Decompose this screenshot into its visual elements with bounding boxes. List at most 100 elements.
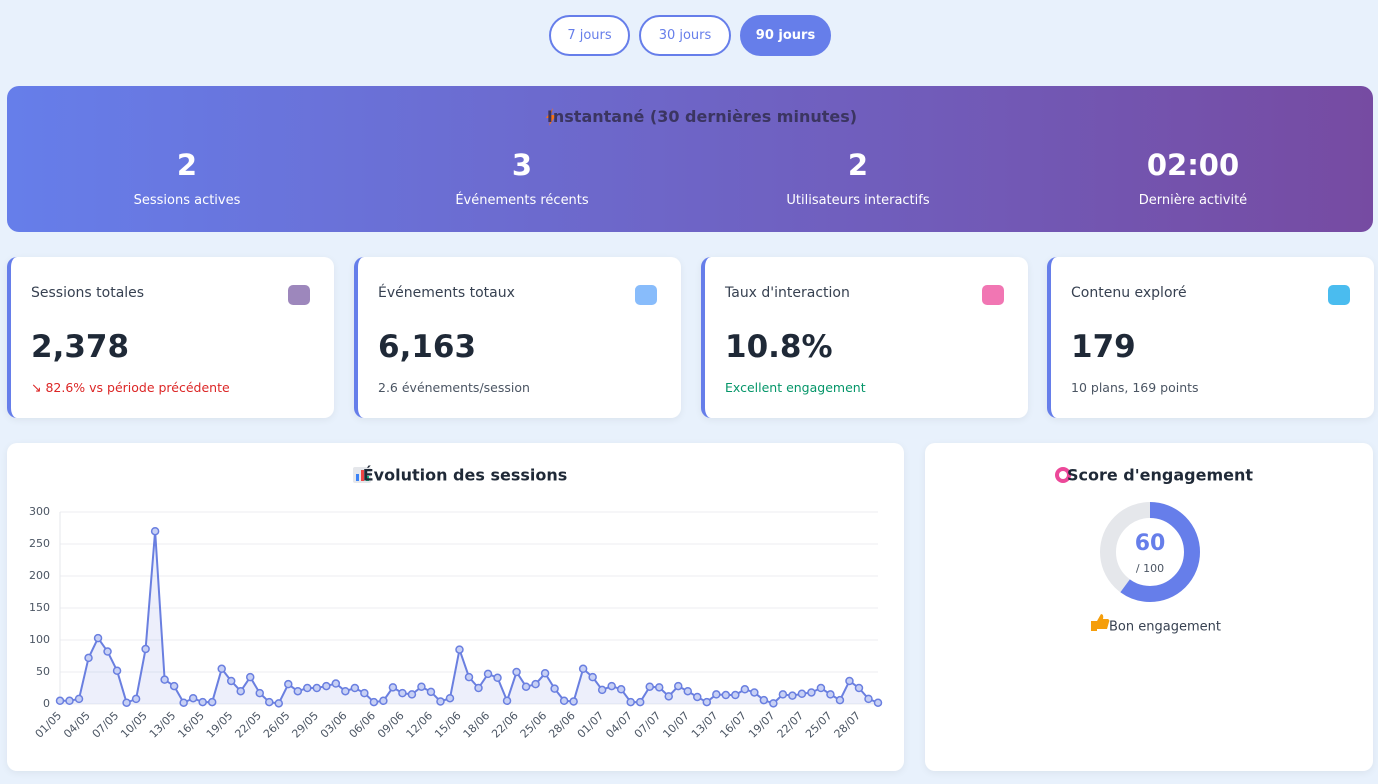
point bbox=[721, 690, 731, 700]
realtime-label: Sessions actives bbox=[133, 193, 241, 208]
filter-button[interactable]: 7 jours bbox=[549, 15, 630, 56]
point bbox=[417, 682, 426, 691]
y-tick-label: 150 bbox=[29, 601, 50, 614]
stat-icon bbox=[1328, 285, 1350, 305]
point bbox=[645, 682, 654, 691]
point bbox=[131, 694, 141, 704]
point bbox=[312, 683, 322, 693]
point bbox=[807, 688, 816, 697]
point bbox=[369, 697, 379, 707]
point bbox=[55, 696, 65, 706]
stat-value: 10.8% bbox=[725, 329, 833, 365]
point bbox=[236, 686, 245, 696]
chart-title: Évolution des sessions bbox=[363, 466, 568, 485]
point bbox=[407, 690, 417, 699]
point bbox=[293, 686, 303, 696]
point bbox=[664, 692, 673, 701]
x-tick-label: 19/07 bbox=[746, 709, 778, 741]
point bbox=[588, 672, 597, 682]
filter-button[interactable]: 90 jours bbox=[740, 15, 831, 56]
point bbox=[683, 686, 693, 696]
point bbox=[150, 526, 160, 536]
x-tick-label: 16/05 bbox=[175, 709, 207, 741]
point bbox=[464, 672, 474, 682]
stat-card: Sessions totales 2,378 ↘ 82.6% vs période … bbox=[7, 257, 334, 418]
point bbox=[597, 685, 607, 695]
point bbox=[654, 683, 664, 692]
point bbox=[445, 693, 455, 703]
x-tick-label: 01/07 bbox=[575, 709, 607, 741]
realtime-label: Utilisateurs interactifs bbox=[786, 193, 930, 208]
score-max: / 100 bbox=[1136, 562, 1164, 575]
x-tick-label: 18/06 bbox=[461, 709, 493, 741]
x-tick-label: 07/07 bbox=[632, 709, 664, 741]
x-tick-label: 12/06 bbox=[404, 709, 436, 741]
target-icon bbox=[1059, 471, 1067, 479]
point bbox=[845, 676, 854, 686]
x-tick-label: 04/05 bbox=[61, 709, 93, 741]
point bbox=[303, 683, 312, 693]
stat-subtext: 10 plans, 169 points bbox=[1071, 380, 1199, 395]
x-tick-label: 01/05 bbox=[33, 709, 65, 741]
point bbox=[702, 697, 712, 707]
point bbox=[826, 690, 835, 699]
point bbox=[674, 681, 683, 691]
point bbox=[426, 687, 436, 697]
x-tick-label: 06/06 bbox=[347, 709, 379, 741]
point bbox=[797, 689, 807, 699]
x-tick-label: 10/05 bbox=[118, 709, 150, 741]
point bbox=[816, 683, 826, 693]
y-tick-label: 50 bbox=[36, 665, 50, 678]
point bbox=[350, 683, 360, 693]
point bbox=[103, 647, 112, 656]
realtime-title: Instantané (30 dernières minutes) bbox=[546, 107, 858, 126]
realtime-label: Dernière activité bbox=[1138, 193, 1248, 208]
stat-label: Événements totaux bbox=[378, 285, 515, 301]
point bbox=[169, 681, 179, 691]
point bbox=[712, 690, 721, 699]
x-tick-label: 22/05 bbox=[232, 709, 264, 741]
point bbox=[635, 697, 645, 707]
point bbox=[207, 697, 217, 707]
point bbox=[455, 645, 464, 654]
point bbox=[616, 685, 626, 694]
x-tick-label: 29/05 bbox=[289, 709, 321, 741]
filter-button[interactable]: 30 jours bbox=[639, 15, 731, 56]
stat-card: Taux d'interaction 10.8% Excellent engagem… bbox=[701, 257, 1028, 418]
stat-value: 2,378 bbox=[31, 329, 130, 365]
stat-icon bbox=[288, 285, 310, 305]
point bbox=[255, 688, 264, 698]
point bbox=[198, 697, 207, 707]
bolt-icon bbox=[546, 108, 556, 126]
realtime-value: 02:00 bbox=[1146, 148, 1240, 182]
point bbox=[521, 682, 531, 691]
y-tick-label: 100 bbox=[29, 633, 50, 646]
point bbox=[360, 688, 369, 698]
x-tick-label: 09/06 bbox=[375, 709, 407, 741]
x-tick-label: 13/05 bbox=[147, 709, 179, 741]
point bbox=[436, 697, 445, 706]
x-tick-label: 04/07 bbox=[603, 709, 635, 741]
stat-label: Contenu exploré bbox=[1071, 285, 1187, 301]
point bbox=[284, 679, 293, 689]
point bbox=[531, 679, 540, 689]
point bbox=[112, 666, 122, 675]
engagement-title: Score d'engagement bbox=[1067, 466, 1253, 485]
point bbox=[379, 696, 388, 706]
point bbox=[474, 683, 483, 693]
x-tick-label: 25/07 bbox=[803, 709, 835, 741]
y-tick-label: 200 bbox=[29, 569, 50, 582]
x-tick-label: 19/05 bbox=[204, 709, 236, 741]
stat-value: 179 bbox=[1071, 329, 1136, 365]
point bbox=[388, 683, 398, 692]
x-tick-label: 22/07 bbox=[775, 709, 807, 741]
point bbox=[179, 698, 188, 707]
stat-icon bbox=[635, 285, 657, 305]
point bbox=[607, 681, 616, 691]
point bbox=[502, 696, 512, 706]
x-tick-label: 07/05 bbox=[90, 709, 122, 741]
stat-subtext: 2.6 événements/session bbox=[378, 380, 530, 395]
y-tick-label: 300 bbox=[29, 505, 50, 518]
stat-label: Sessions totales bbox=[31, 285, 145, 301]
point bbox=[493, 673, 502, 683]
